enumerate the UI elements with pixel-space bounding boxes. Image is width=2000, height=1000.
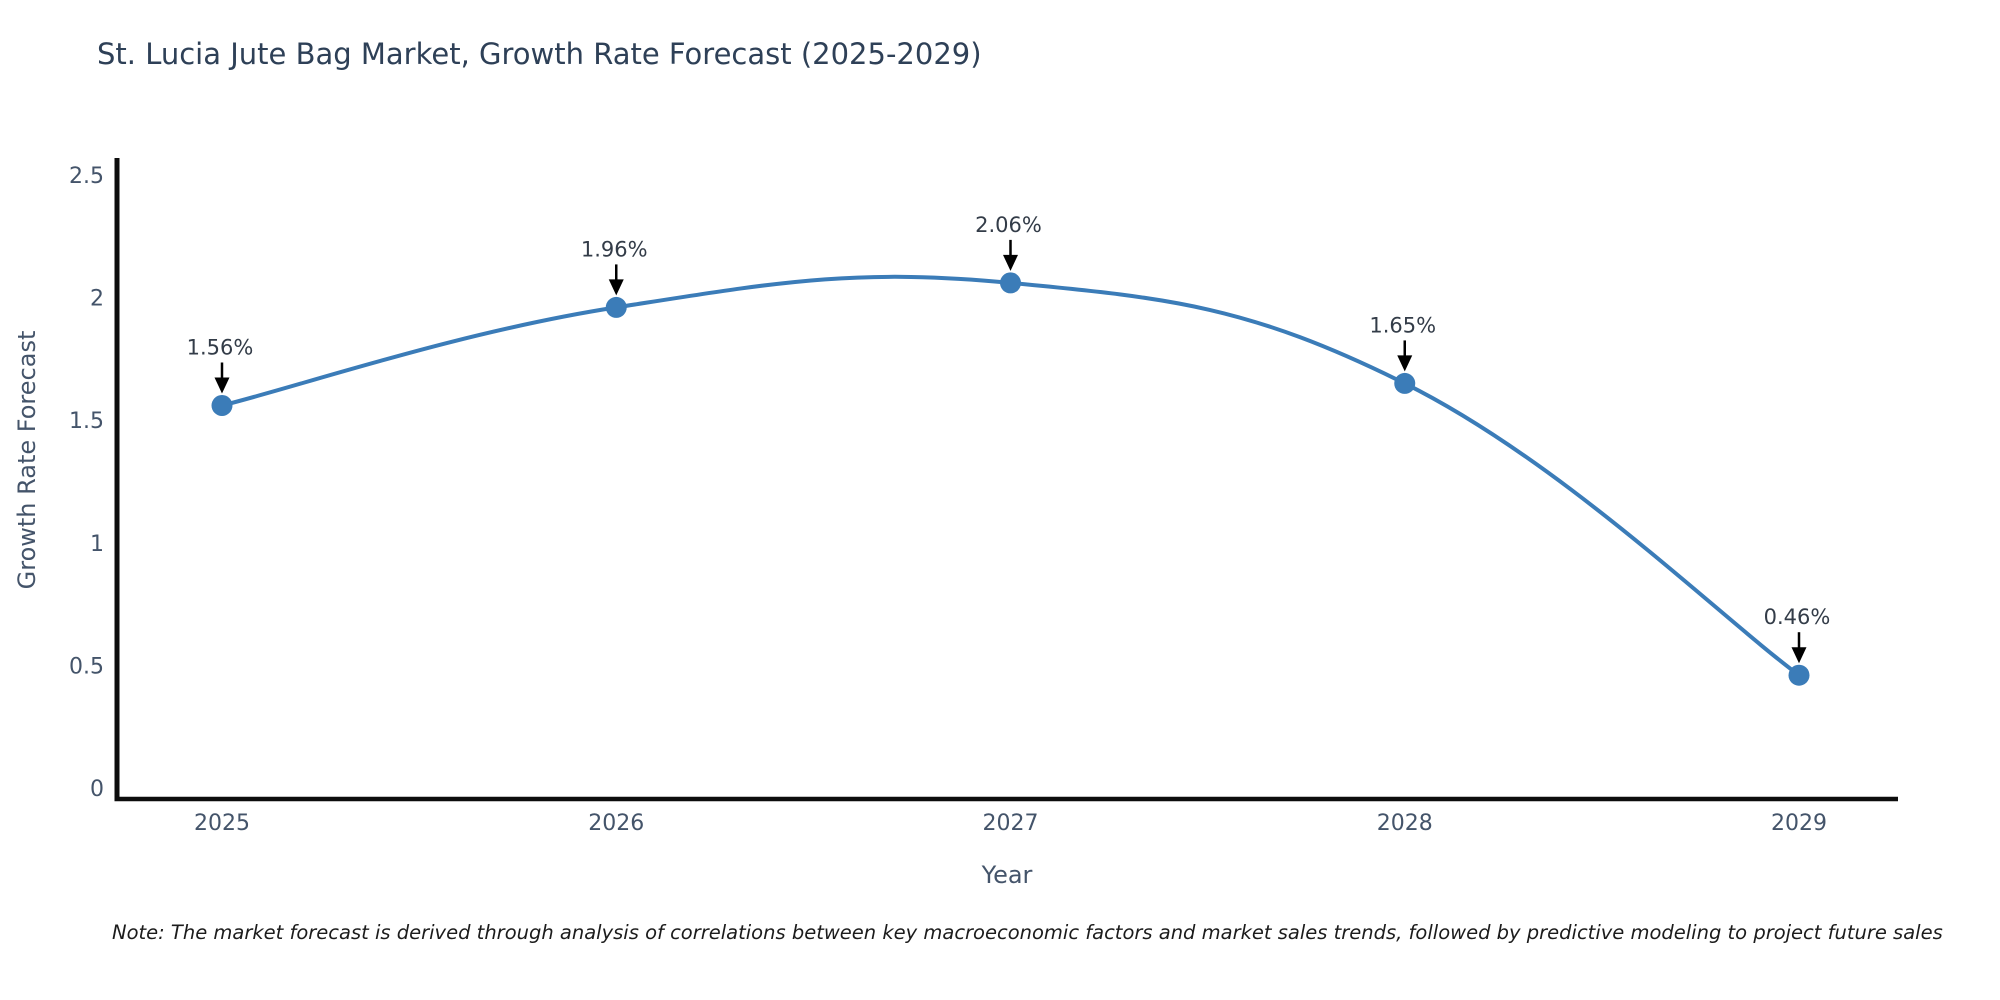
y-tick-label: 2.5 [69,164,104,189]
annotation-arrow-head [214,377,230,394]
data-point-label: 1.96% [581,237,648,261]
x-tick-label: 2029 [1771,811,1827,836]
data-point-marker [1000,272,1021,294]
annotation-arrow-head [1397,355,1413,372]
data-point-marker [1394,372,1416,394]
data-point-label: 2.06% [975,213,1042,237]
x-tick-label: 2026 [588,811,644,836]
x-tick-label: 2028 [1377,811,1433,836]
footnote: Note: The market forecast is derived thr… [112,921,1943,944]
x-tick-label: 2027 [983,811,1039,836]
y-tick-label: 0 [90,777,104,802]
annotation-arrow-head [1003,254,1018,271]
forecast-line [220,274,1801,678]
y-tick-label: 1 [90,532,104,557]
data-point-marker [211,394,233,416]
data-point-marker [1788,664,1810,686]
y-tick-label: 1.5 [69,409,104,434]
data-point-label: 1.65% [1369,313,1436,337]
x-axis-title: Year [981,861,1033,889]
y-axis-title: Growth Rate Forecast [13,330,41,590]
y-tick-label: 2 [90,287,104,312]
y-tick-label: 0.5 [69,654,104,679]
data-point-marker [605,296,627,318]
chart-title: St. Lucia Jute Bag Market, Growth Rate F… [97,37,982,71]
x-tick-label: 2025 [194,811,250,836]
data-point-label: 0.46% [1764,605,1831,629]
annotation-arrow-head [608,279,624,296]
annotation-arrow-head [1791,647,1807,664]
data-point-label: 1.56% [187,335,254,359]
